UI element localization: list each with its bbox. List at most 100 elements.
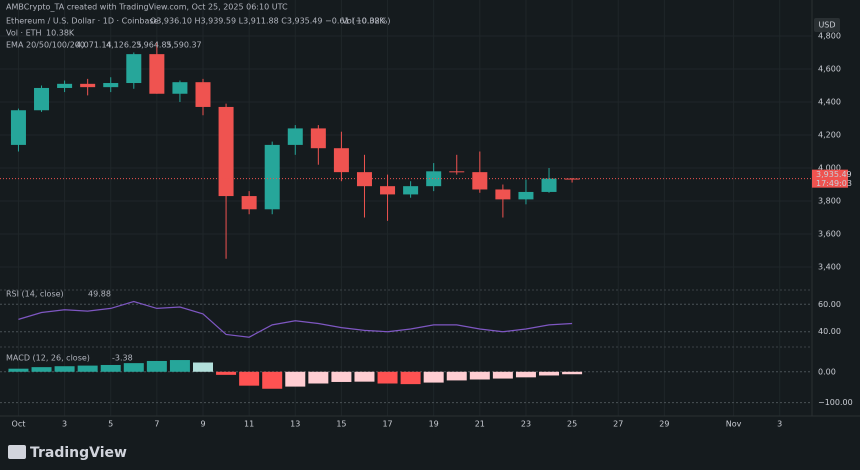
- logo-text[interactable]: TradingView: [30, 445, 127, 461]
- attribution: AMBCrypto_TA created with TradingView.co…: [6, 3, 288, 12]
- x-tick-label: 3: [777, 420, 782, 429]
- candle-body: [264, 144, 280, 210]
- histogram-bar: [446, 371, 467, 381]
- x-tick-label: 5: [108, 420, 113, 429]
- candle-body: [149, 54, 165, 94]
- candle-body: [564, 178, 580, 180]
- histogram-bar: [562, 371, 583, 375]
- volume-value: 10.38K: [46, 29, 75, 38]
- y-tick-label: 4,200: [818, 131, 841, 140]
- candle-body: [57, 83, 73, 88]
- histogram-bar: [492, 371, 513, 379]
- ohlc: O3,936.10 H3,939.59 L3,911.88 C3,935.49 …: [150, 17, 390, 26]
- x-tick-label: 19: [429, 420, 439, 429]
- candle-body: [34, 87, 50, 111]
- x-tick-label: 29: [659, 420, 669, 429]
- countdown: 17:49:03: [816, 179, 852, 188]
- y-tick-label: 3,800: [818, 197, 841, 206]
- candle-body: [403, 186, 419, 195]
- histogram-bar: [515, 371, 536, 378]
- histogram-bar: [8, 368, 29, 372]
- histogram-bar: [169, 360, 190, 372]
- candle-body: [10, 110, 26, 145]
- candle-body: [172, 82, 188, 94]
- x-tick-label: 13: [290, 420, 300, 429]
- y-tick-label: 3,600: [818, 230, 841, 239]
- x-tick-label: Oct: [12, 420, 26, 429]
- rsi-line: [18, 300, 573, 338]
- y-tick-label: 4,600: [818, 64, 841, 73]
- macd-value: -3.38: [112, 354, 133, 363]
- candle-body: [241, 196, 257, 210]
- histogram-bar: [31, 367, 52, 372]
- y-tick-label: 4,400: [818, 97, 841, 106]
- x-tick-label: 23: [521, 420, 531, 429]
- y-tick-label: 4,000: [818, 164, 841, 173]
- candle-body: [518, 191, 534, 200]
- histogram-bar: [400, 371, 421, 385]
- x-tick-label: 21: [475, 420, 485, 429]
- ema-legend: EMA 20/50/100/200: [6, 41, 85, 50]
- candle-body: [218, 106, 234, 197]
- candle-body: [426, 171, 442, 187]
- candle-body: [541, 178, 557, 192]
- x-tick-label: 9: [200, 420, 205, 429]
- macd-legend: MACD (12, 26, close): [6, 354, 90, 363]
- x-tick-label: 3: [62, 420, 67, 429]
- y-tick-label: 60.00: [818, 300, 841, 309]
- rsi-value: 49.88: [88, 290, 111, 299]
- histogram-bar: [146, 360, 167, 372]
- logo-mark[interactable]: [8, 445, 26, 459]
- histogram-bar: [354, 371, 375, 382]
- histogram-bar: [262, 371, 283, 389]
- candle-body: [333, 148, 349, 173]
- histogram-bar: [539, 371, 560, 376]
- ema-value: 4,071.14: [76, 41, 112, 50]
- histogram-bar: [193, 362, 213, 372]
- histogram-bar: [469, 371, 490, 380]
- last-price-badge: [812, 169, 848, 188]
- y-tick-label: 4,800: [818, 31, 841, 40]
- ema-value: 3,590.37: [166, 41, 202, 50]
- histogram-bar: [285, 371, 306, 387]
- histogram-bar: [77, 365, 98, 372]
- ema-value: 3,964.85: [136, 41, 172, 50]
- candle-body: [472, 172, 488, 190]
- marks: [0, 42, 812, 389]
- histogram-bar: [216, 371, 237, 375]
- y-tick-label: 40.00: [818, 327, 841, 336]
- y-tick-label: 3,400: [818, 263, 841, 272]
- candle-body: [126, 54, 142, 84]
- currency-badge[interactable]: [814, 18, 840, 32]
- rsi-legend: RSI (14, close): [6, 290, 64, 299]
- candle-body: [495, 189, 511, 200]
- x-tick-label: 11: [244, 420, 254, 429]
- histogram-bar: [423, 371, 444, 383]
- candle-body: [103, 83, 119, 88]
- brand[interactable]: TradingView: [8, 445, 127, 461]
- candle-body: [287, 128, 303, 145]
- title: Ethereum / U.S. Dollar · 1D · Coinbase: [6, 17, 159, 26]
- histogram-bar: [331, 371, 352, 382]
- x-tick-label: 17: [382, 420, 392, 429]
- histogram-bar: [54, 366, 75, 372]
- x-tick-label: 27: [613, 420, 623, 429]
- y-tick-label: 0.00: [818, 367, 836, 376]
- histogram-bar: [123, 363, 144, 372]
- candle-body: [80, 83, 96, 88]
- candle-body: [356, 172, 372, 187]
- candle-body: [310, 128, 326, 149]
- x-tick-label: 7: [154, 420, 159, 429]
- candle-body: [380, 186, 396, 195]
- histogram-bar: [100, 364, 121, 372]
- currency[interactable]: USD: [818, 21, 835, 30]
- x-tick-label: Nov: [726, 420, 742, 429]
- histogram-bar: [377, 371, 398, 384]
- y-tick-label: −100.00: [818, 398, 853, 407]
- histogram-bar: [239, 371, 260, 386]
- x-tick-label: 25: [567, 420, 577, 429]
- candle-body: [449, 171, 465, 173]
- x-tick-label: 15: [336, 420, 346, 429]
